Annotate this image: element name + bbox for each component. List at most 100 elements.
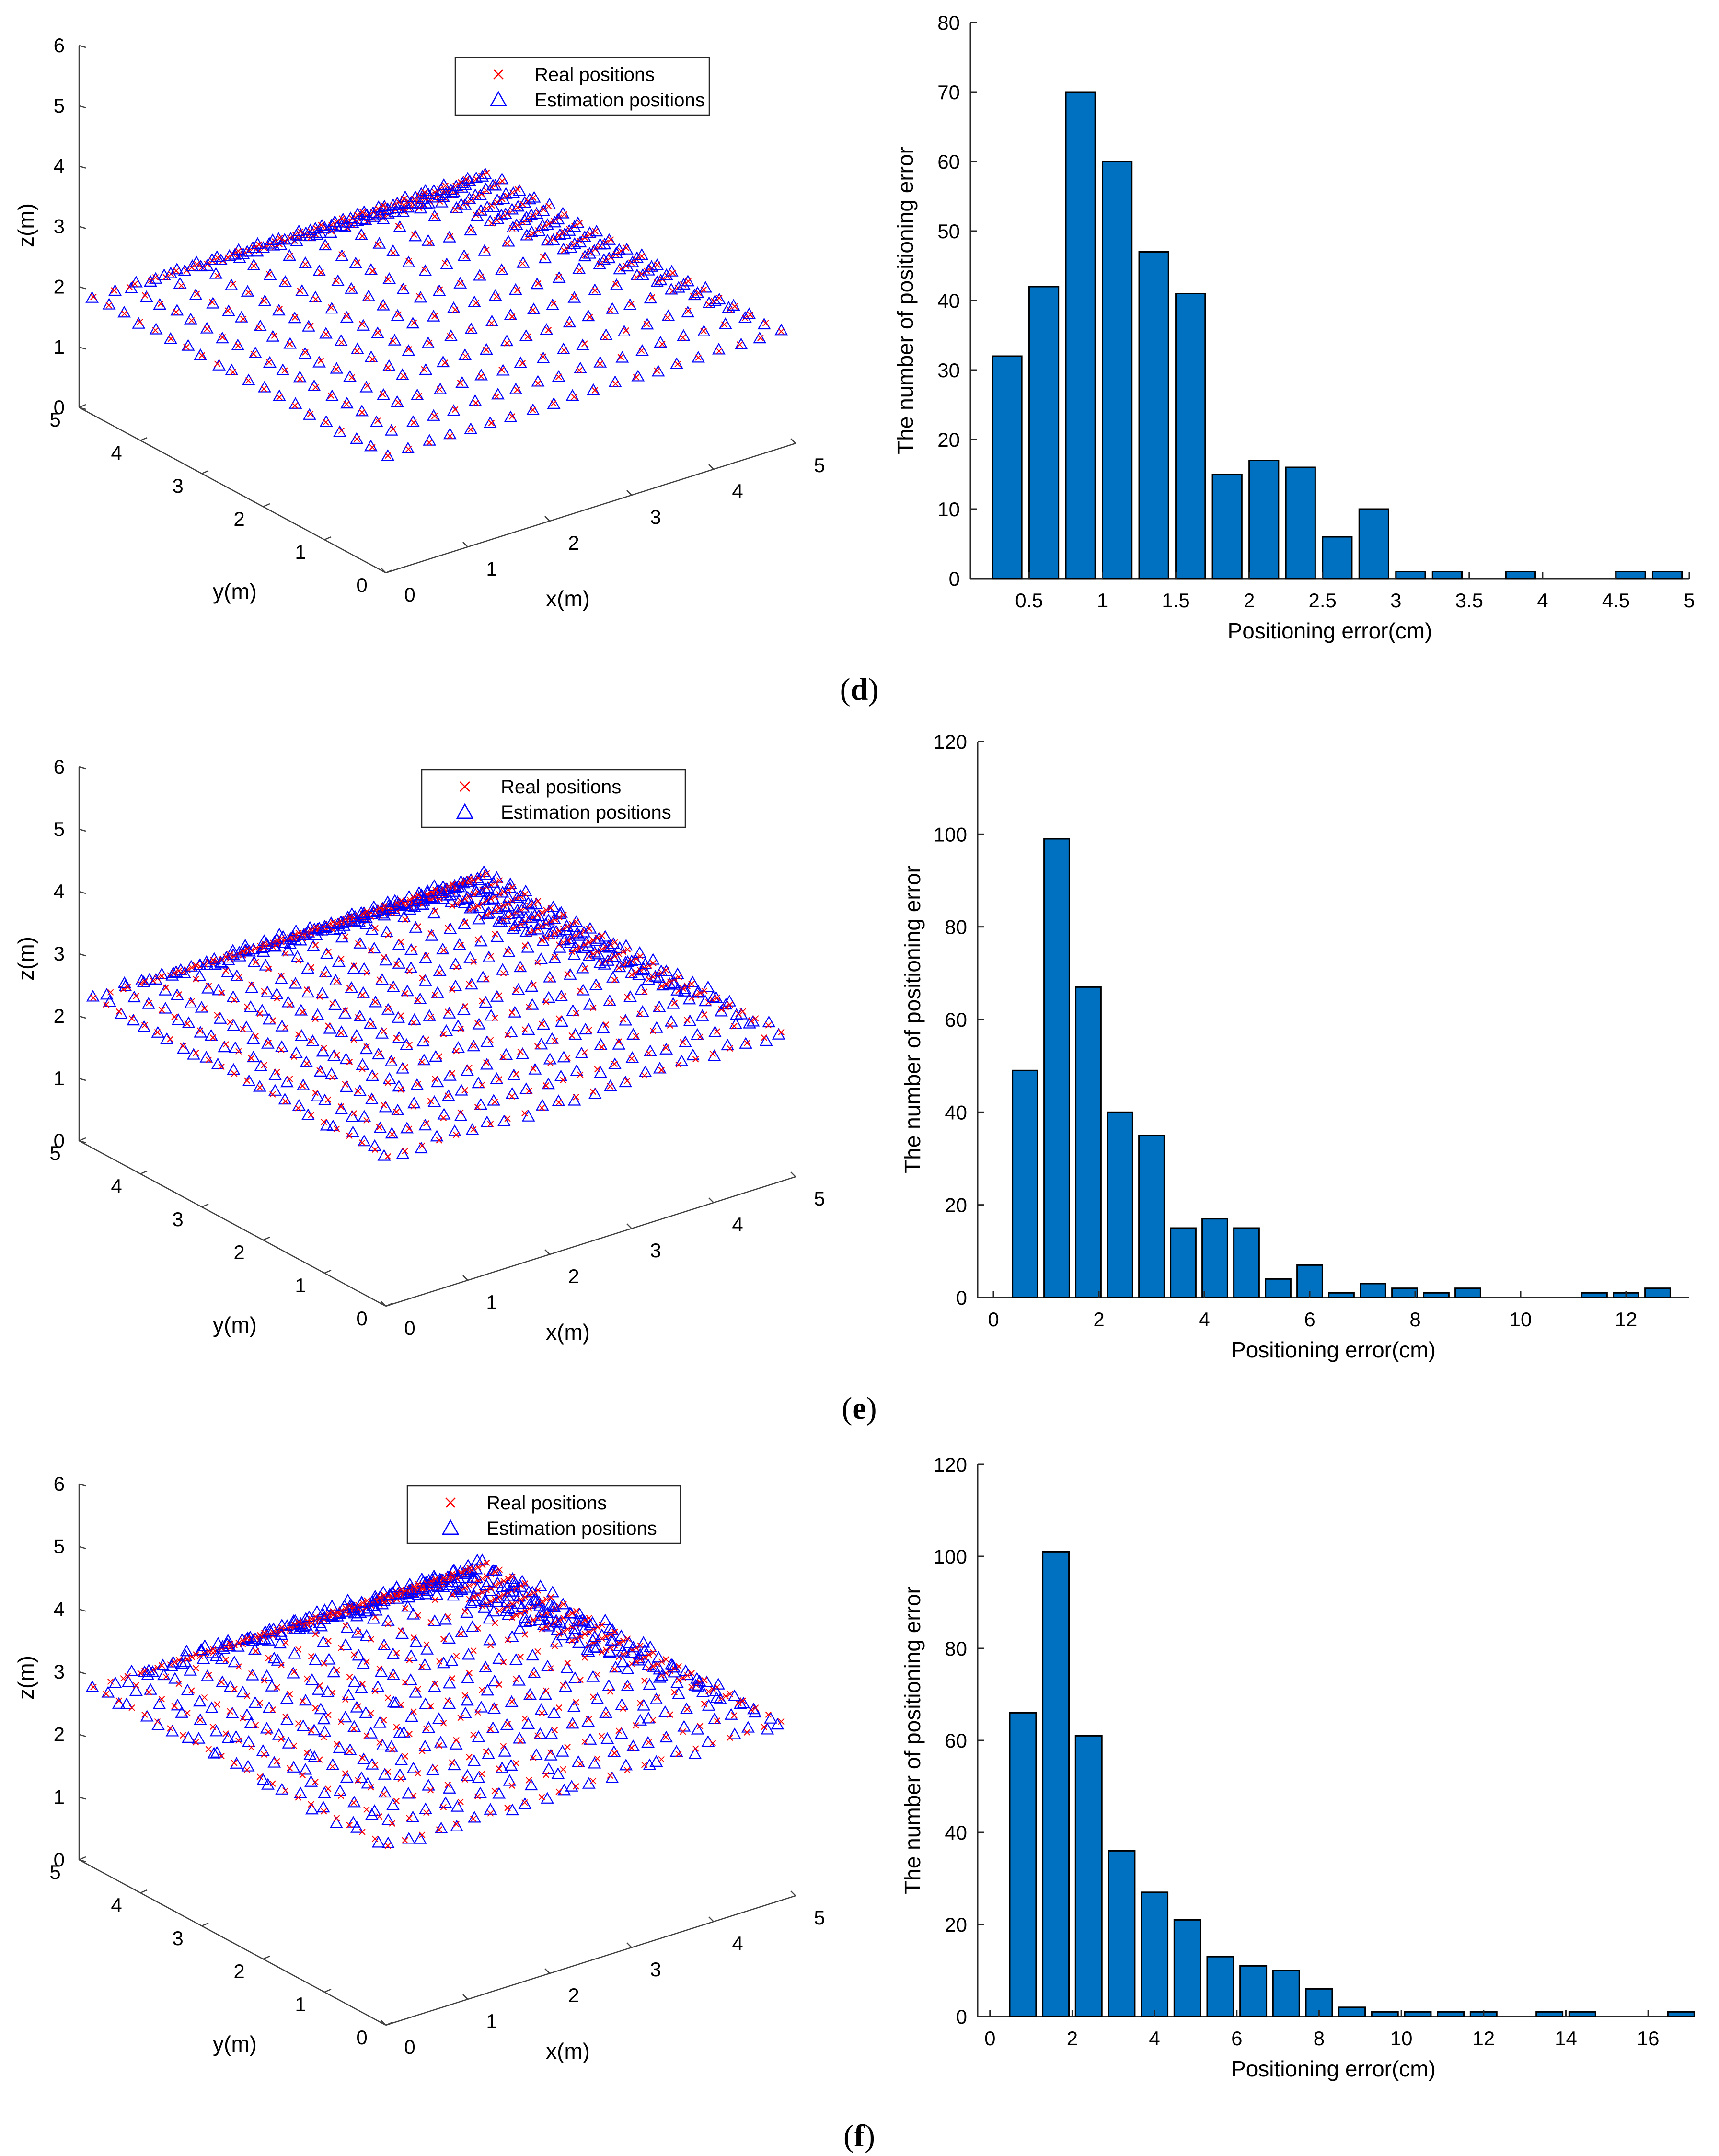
real-marker — [205, 1746, 212, 1752]
estimation-marker — [336, 212, 350, 224]
real-marker — [248, 981, 255, 988]
estimation-marker — [427, 209, 441, 221]
real-marker — [594, 1755, 601, 1762]
real-marker — [744, 1040, 750, 1046]
real-marker — [440, 1720, 447, 1727]
x-tick-label: 1.5 — [1162, 589, 1189, 612]
estimation-marker — [443, 1069, 457, 1081]
estimation-marker — [359, 1042, 373, 1055]
estimation-marker — [339, 216, 353, 228]
estimation-marker — [586, 1670, 600, 1682]
estimation-marker — [258, 1632, 272, 1645]
estimation-marker — [299, 1763, 312, 1775]
estimation-marker — [250, 245, 264, 257]
real-marker — [316, 1067, 323, 1074]
real-marker — [483, 169, 490, 176]
real-marker — [633, 1722, 639, 1729]
real-marker — [333, 1741, 340, 1748]
real-marker — [654, 971, 661, 978]
bar — [1431, 571, 1463, 580]
real-marker — [509, 1573, 516, 1580]
x-tick-label: 1 — [486, 2010, 497, 2032]
estimation-marker — [311, 1090, 324, 1101]
real-marker — [534, 380, 542, 387]
real-marker — [620, 962, 627, 969]
real-marker — [393, 961, 400, 968]
estimation-marker — [490, 883, 504, 896]
estimation-marker — [211, 1057, 225, 1069]
real-marker — [299, 1698, 306, 1704]
estimation-marker — [443, 231, 456, 243]
real-marker — [307, 322, 314, 329]
estimation-marker — [774, 324, 788, 336]
real-marker — [248, 1670, 255, 1677]
estimation-marker — [560, 1661, 574, 1673]
real-marker — [470, 1042, 477, 1049]
estimation-marker — [539, 1688, 553, 1700]
real-marker — [240, 1637, 246, 1644]
estimation-marker — [309, 1653, 323, 1665]
real-marker — [162, 1673, 170, 1680]
real-marker — [393, 1724, 400, 1730]
real-marker — [421, 189, 428, 196]
estimation-marker — [267, 1651, 281, 1664]
estimation-marker — [484, 416, 497, 428]
real-marker — [692, 1056, 699, 1063]
bar — [1074, 1735, 1103, 2017]
real-marker — [474, 936, 481, 943]
estimation-marker — [85, 291, 99, 303]
bar — [1404, 2011, 1432, 2017]
x-tick — [708, 1197, 714, 1203]
estimation-marker — [326, 1758, 340, 1770]
real-marker — [517, 1048, 524, 1055]
real-marker — [342, 933, 349, 940]
x-axis-label: Positioning error(cm) — [1228, 618, 1432, 643]
real-marker — [696, 1033, 704, 1041]
estimation-marker — [216, 1675, 229, 1687]
real-marker — [453, 900, 460, 907]
x-axis-label: x(m) — [546, 1320, 590, 1345]
real-marker — [571, 394, 577, 400]
estimation-marker — [598, 237, 611, 250]
real-marker — [573, 1010, 579, 1017]
estimation-marker — [497, 1114, 511, 1126]
real-marker — [389, 1746, 396, 1753]
real-marker — [675, 974, 682, 981]
estimation-marker — [274, 972, 288, 984]
estimation-marker — [640, 318, 654, 330]
estimation-marker — [247, 955, 261, 968]
real-marker — [235, 1663, 242, 1670]
real-marker — [410, 1708, 417, 1715]
estimation-marker — [487, 1604, 500, 1617]
real-marker — [654, 1005, 661, 1012]
y-tick-label: 40 — [945, 1101, 967, 1124]
real-marker — [535, 280, 542, 287]
real-marker — [329, 1763, 336, 1770]
estimation-marker — [248, 1696, 262, 1708]
real-marker — [509, 313, 516, 320]
real-marker — [260, 385, 267, 392]
real-marker — [500, 1591, 507, 1598]
real-marker — [444, 1697, 451, 1704]
estimation-marker — [228, 1041, 242, 1053]
real-marker — [329, 1689, 336, 1696]
estimation-marker — [500, 1718, 514, 1730]
estimation-marker — [384, 1740, 398, 1752]
bar — [1211, 474, 1243, 580]
real-marker — [526, 1605, 533, 1612]
estimation-marker — [501, 235, 515, 247]
real-marker — [363, 1806, 370, 1813]
real-marker — [410, 945, 417, 952]
x-tick-label: 5 — [1684, 589, 1695, 612]
x-axis-line — [385, 1895, 796, 2026]
estimation-marker — [594, 1038, 608, 1050]
real-marker — [239, 1715, 246, 1722]
y-tick — [201, 1922, 209, 1927]
x-tick — [381, 568, 386, 573]
real-marker — [255, 241, 263, 248]
real-marker — [762, 320, 769, 326]
x-tick — [381, 2020, 386, 2026]
y-tick-label: 40 — [937, 290, 960, 312]
estimation-marker — [505, 203, 519, 215]
estimation-marker — [695, 1009, 709, 1021]
